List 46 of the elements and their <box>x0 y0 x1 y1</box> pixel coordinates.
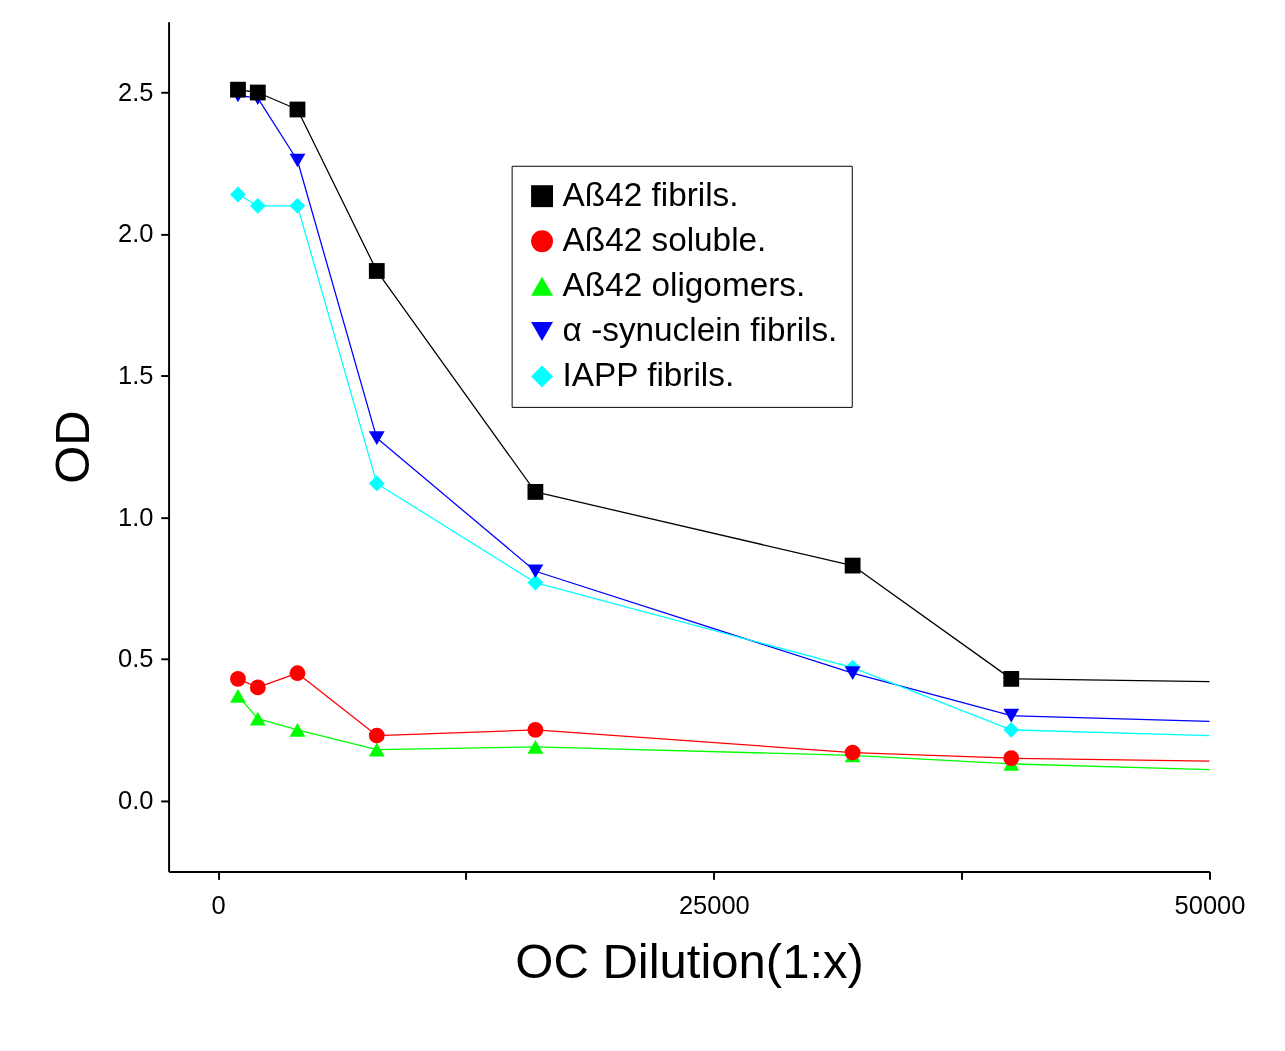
legend-label: Aß42 oligomers. <box>562 266 806 304</box>
point <box>289 723 306 737</box>
point <box>289 665 306 682</box>
y-tick-label: 0.0 <box>117 786 154 815</box>
point <box>844 744 861 761</box>
point <box>1003 670 1020 687</box>
point <box>249 679 266 696</box>
point <box>249 84 266 101</box>
legend-label: Aß42 soluble. <box>562 221 767 259</box>
point <box>368 475 385 492</box>
y-tick-label: 1.0 <box>117 502 154 531</box>
x-tick-label: 50000 <box>1174 891 1246 920</box>
point <box>230 81 246 98</box>
legend-label: α -synuclein fibrils. <box>562 311 838 349</box>
legend-label: IAPP fibrils. <box>562 356 735 394</box>
y-axis-title: OD <box>44 410 99 484</box>
point <box>1003 750 1020 767</box>
point <box>249 711 266 726</box>
point <box>230 670 246 687</box>
point <box>368 727 385 744</box>
point <box>230 186 246 203</box>
point <box>527 484 544 500</box>
x-tick-label: 25000 <box>678 891 750 920</box>
point <box>527 721 544 738</box>
point <box>368 742 385 757</box>
point <box>1003 708 1020 723</box>
point <box>527 740 544 754</box>
x-tick-label: 0 <box>211 891 226 920</box>
point <box>368 431 385 445</box>
point <box>844 666 861 681</box>
point <box>527 564 544 579</box>
point <box>289 197 306 214</box>
point <box>230 689 246 703</box>
legend-label: Aß42 fibrils. <box>562 175 739 213</box>
point <box>368 263 385 279</box>
y-tick-label: 2.0 <box>117 219 154 248</box>
y-tick-label: 0.5 <box>117 644 154 673</box>
point <box>527 574 544 591</box>
point <box>289 101 306 118</box>
point <box>289 153 306 168</box>
x-axis-title: OC Dilution(1:x) <box>515 933 864 988</box>
point <box>249 197 266 214</box>
point <box>1003 721 1020 738</box>
y-tick-label: 1.5 <box>117 361 154 390</box>
point <box>844 557 861 574</box>
y-tick-label: 2.5 <box>117 77 154 106</box>
